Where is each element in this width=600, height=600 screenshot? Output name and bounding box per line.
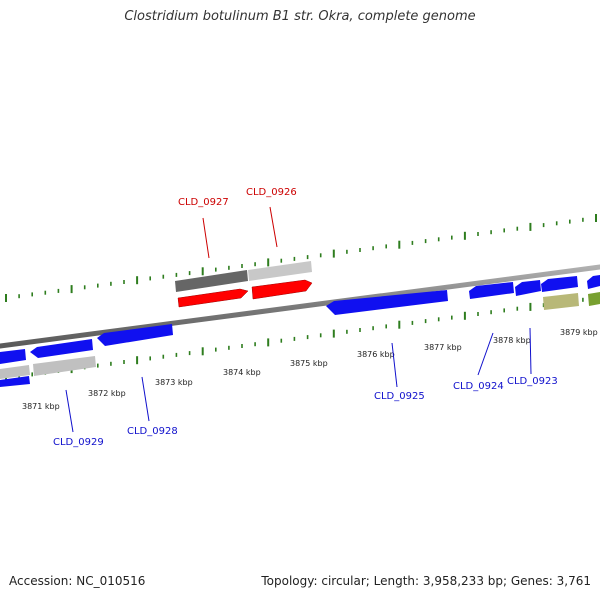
gene-olive[interactable]: [588, 292, 600, 306]
map-title: Clostridium botulinum B1 str. Okra, comp…: [124, 9, 476, 24]
scale-label: 3876 kbp: [357, 350, 395, 359]
gene-label-cld0928[interactable]: CLD_0928: [127, 426, 178, 437]
gene-label-cld0925[interactable]: CLD_0925: [374, 391, 425, 402]
gene-left-a[interactable]: [0, 349, 26, 364]
gene-cld0924[interactable]: [469, 282, 514, 299]
forward-strand-genes: [175, 261, 313, 308]
gene-cld0922[interactable]: [541, 276, 578, 292]
scale-label: 3877 kbp: [424, 343, 462, 352]
gene-right-edge[interactable]: [587, 275, 600, 289]
gene-left-b[interactable]: [0, 376, 30, 387]
gene-block-dark[interactable]: [175, 270, 248, 292]
reverse-strand-genes: [0, 275, 600, 387]
scale-labels: 3871 kbp 3872 kbp 3873 kbp 3874 kbp 3875…: [22, 328, 598, 411]
gene-label-cld0929[interactable]: CLD_0929: [53, 437, 104, 448]
gene-cld0929[interactable]: [30, 339, 93, 358]
gene-cld0928[interactable]: [97, 324, 173, 346]
gene-left-gray-2[interactable]: [33, 356, 96, 376]
genome-summary-text: Topology: circular; Length: 3,958,233 bp…: [261, 574, 591, 588]
gene-left-gray[interactable]: [0, 365, 30, 379]
gene-label-cld0926[interactable]: CLD_0926: [246, 187, 297, 198]
gene-label-cld0924[interactable]: CLD_0924: [453, 381, 504, 392]
gene-cld0923[interactable]: [515, 280, 541, 296]
scale-label: 3878 kbp: [493, 336, 531, 345]
gene-cld0926[interactable]: [251, 279, 313, 300]
scale-label: 3871 kbp: [22, 402, 60, 411]
gene-cld0925[interactable]: [326, 290, 448, 315]
gene-cld0927[interactable]: [177, 288, 249, 308]
scale-label: 3874 kbp: [223, 368, 261, 377]
gene-labels: CLD_0927 CLD_0926 CLD_0929 CLD_0928 CLD_…: [53, 187, 558, 448]
accession-text: Accession: NC_010516: [9, 574, 146, 588]
scale-label: 3879 kbp: [560, 328, 598, 337]
gene-label-cld0923[interactable]: CLD_0923: [507, 376, 558, 387]
label-leaders: [65, 206, 532, 433]
gene-label-cld0927[interactable]: CLD_0927: [178, 197, 229, 208]
genome-backbone: [0, 264, 600, 349]
gene-block-light[interactable]: [248, 261, 312, 281]
scale-label: 3875 kbp: [290, 359, 328, 368]
scale-label: 3872 kbp: [88, 389, 126, 398]
scale-label: 3873 kbp: [155, 378, 193, 387]
gene-khaki[interactable]: [543, 293, 579, 310]
upper-tick-track: [5, 214, 597, 302]
